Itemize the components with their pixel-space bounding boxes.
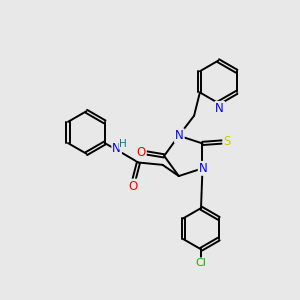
Text: N: N [215, 102, 224, 115]
Text: O: O [136, 146, 146, 159]
Text: Cl: Cl [196, 259, 206, 269]
Text: S: S [223, 136, 231, 148]
Text: N: N [199, 162, 207, 175]
Text: H: H [119, 139, 127, 149]
Text: N: N [112, 142, 121, 155]
Text: O: O [128, 180, 137, 193]
Text: N: N [175, 129, 184, 142]
